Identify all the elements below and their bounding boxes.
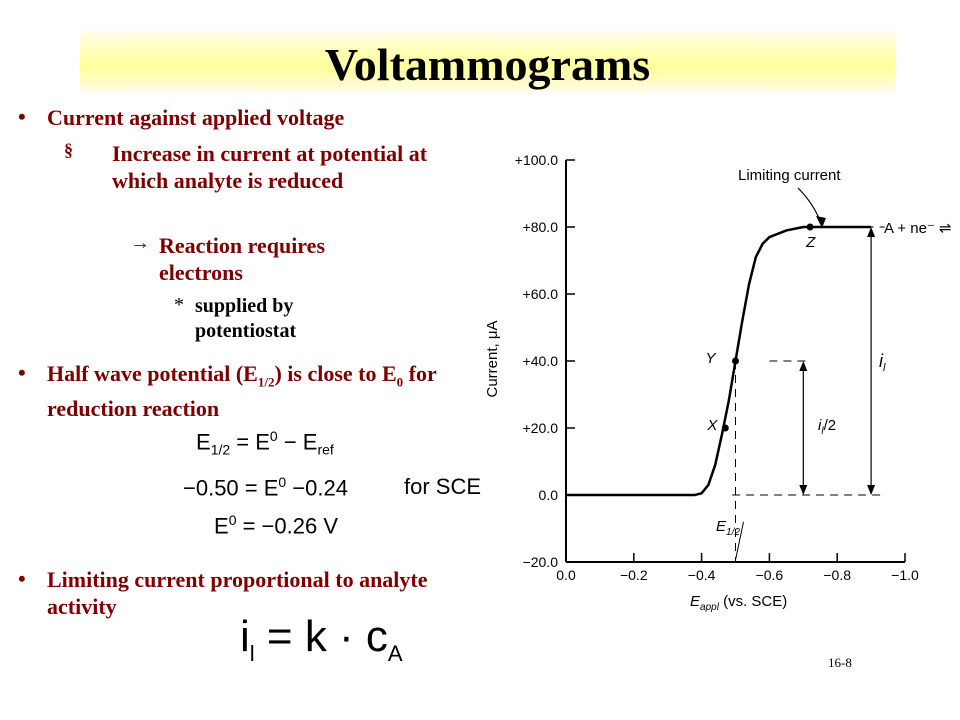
bullet-limiting-current: Limiting current proportional to analyte…	[47, 567, 428, 619]
point-x	[721, 424, 729, 432]
il-half-arrow-down	[799, 485, 808, 495]
x-axis-label: Eappl (vs. SCE)	[690, 593, 787, 613]
y-ticks: +100.0 +80.0 +60.0 +40.0 +20.0 0.0 −20.0	[515, 152, 575, 570]
subbullet-potentiostat: supplied by potentiostat	[195, 295, 297, 342]
il-half-label: il/2	[818, 417, 836, 437]
guide-lines	[732, 226, 885, 562]
subbullet-requires-electrons: Reaction requires electrons	[159, 233, 325, 285]
y-tick-label: +100.0	[515, 152, 558, 168]
subbullet-marker: §	[64, 140, 73, 160]
equation-line-1: E1/2 = E0 − Eref	[196, 428, 334, 458]
point-label-z: Z	[805, 234, 816, 251]
bullet-marker: •	[18, 566, 26, 591]
limiting-current-equation: il = k · cA	[240, 612, 403, 666]
x-tick-label: −0.8	[823, 567, 851, 583]
x-ticks: 0.0 −0.2 −0.4 −0.6 −0.8 −1.0	[556, 553, 919, 583]
y-tick-label: +80.0	[523, 219, 559, 235]
x-tick-label: −0.6	[756, 567, 784, 583]
point-y	[732, 357, 739, 365]
equation-note-sce: for SCE	[404, 474, 482, 499]
y-tick-label: +20.0	[523, 420, 559, 436]
title-band	[80, 30, 895, 92]
il-label: il	[879, 351, 886, 374]
point-z	[806, 223, 814, 231]
y-tick-label: +40.0	[523, 353, 559, 369]
arrow-marker: →	[130, 232, 150, 254]
equation-line-3: E0 = −0.26 V	[214, 512, 339, 539]
curve-points: X Y Z	[706, 223, 816, 434]
bullet-marker: •	[18, 360, 26, 385]
star-marker: *	[174, 294, 184, 316]
y-tick-label: −20.0	[523, 554, 559, 570]
il-arrow-down	[867, 485, 876, 495]
half-wave-pointer	[735, 521, 744, 561]
limiting-current-label: Limiting current	[738, 167, 841, 184]
y-tick-label: 0.0	[539, 487, 559, 503]
x-tick-label: 0.0	[556, 567, 576, 583]
point-label-x: X	[706, 417, 718, 434]
reaction-label: A + ne⁻ ⇌	[884, 220, 952, 237]
limiting-current-arrowhead	[816, 216, 826, 228]
point-label-y: Y	[706, 350, 717, 367]
x-tick-label: −0.4	[688, 567, 716, 583]
bullet-current-vs-voltage: Current against applied voltage	[47, 105, 345, 130]
y-tick-label: +60.0	[523, 286, 559, 302]
y-axis-label: Current, μA	[484, 321, 501, 398]
il-arrow-up	[867, 227, 876, 237]
slide-title: Voltammograms	[324, 39, 651, 90]
x-tick-label: −0.2	[620, 567, 648, 583]
slide-number: 16-8	[828, 655, 852, 670]
subbullet-increase-current: Increase in current at potential at whic…	[112, 141, 428, 193]
x-tick-label: −1.0	[891, 567, 919, 583]
bullet-half-wave: Half wave potential (E1/2) is close to E…	[47, 361, 437, 422]
equation-line-2: −0.50 = E0 −0.24	[183, 474, 348, 501]
series-line-current	[566, 225, 872, 497]
il-half-arrow-up	[799, 361, 808, 371]
half-wave-label: E1/2	[716, 518, 740, 538]
bullet-marker: •	[18, 104, 26, 129]
